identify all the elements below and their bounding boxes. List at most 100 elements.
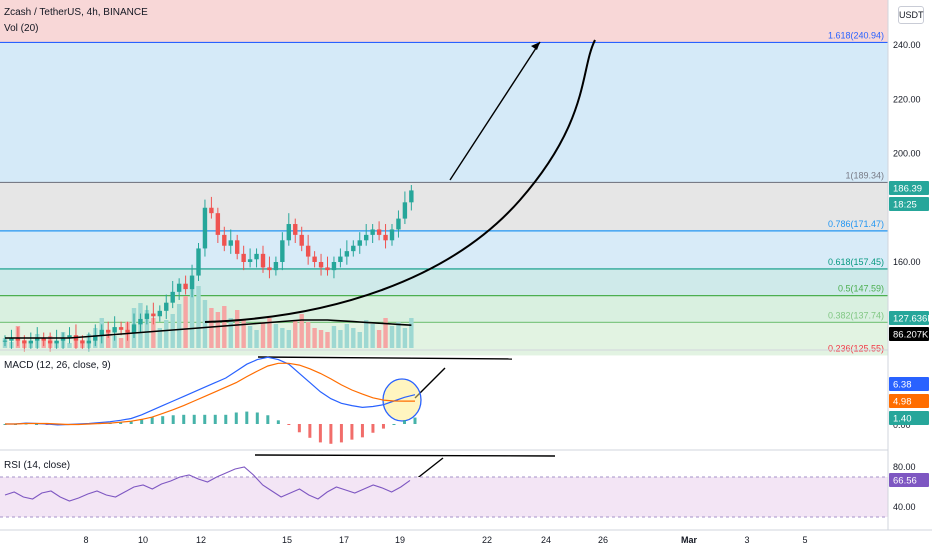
candle-body bbox=[106, 329, 111, 333]
fib-level-label: 0.236(125.55) bbox=[828, 343, 884, 353]
candle-body bbox=[28, 340, 33, 344]
countdown-tag-text: 18:25 bbox=[893, 200, 917, 211]
candle-body bbox=[93, 335, 98, 341]
candle-body bbox=[293, 224, 298, 235]
volume-bar bbox=[228, 318, 233, 348]
candle-body bbox=[305, 245, 311, 257]
time-tick: 12 bbox=[196, 535, 206, 545]
price-tick: 220.00 bbox=[893, 94, 921, 104]
candle-body bbox=[164, 302, 169, 311]
candle-body bbox=[54, 340, 59, 344]
candle-body bbox=[112, 327, 117, 333]
time-tick: 19 bbox=[395, 535, 405, 545]
candle-body bbox=[157, 310, 162, 317]
rsi-tick: 40.00 bbox=[893, 502, 916, 512]
macd-histogram-bar bbox=[171, 415, 175, 424]
candle-body bbox=[228, 240, 233, 246]
rsi-legend[interactable]: RSI (14, close) bbox=[4, 460, 71, 471]
candle-body bbox=[267, 267, 272, 271]
candle-body bbox=[118, 327, 124, 330]
rsi-tag bbox=[889, 473, 929, 487]
candle-body bbox=[67, 335, 72, 338]
volume-bar bbox=[409, 318, 414, 348]
candle-body bbox=[215, 213, 221, 235]
fib-level-label: 1(189.34) bbox=[845, 170, 884, 180]
fib-level-label: 0.786(171.47) bbox=[828, 219, 884, 229]
candle-body bbox=[409, 190, 414, 203]
volume-bar bbox=[157, 328, 162, 348]
candle-body bbox=[357, 240, 362, 246]
rsi-pane bbox=[0, 449, 932, 518]
candle-body bbox=[260, 253, 266, 268]
macd-histogram-bar bbox=[192, 414, 196, 424]
rsi-resistance-line bbox=[254, 454, 556, 457]
volume-bar bbox=[247, 326, 253, 348]
macd-histogram-bar bbox=[381, 424, 385, 429]
zone-fib bbox=[0, 268, 888, 296]
candle-body bbox=[15, 337, 21, 341]
macd-histogram-bar bbox=[129, 421, 133, 424]
macd-histogram-bar bbox=[297, 424, 301, 433]
signal-tag-text: 4.98 bbox=[893, 397, 912, 408]
volume-bar bbox=[202, 300, 208, 348]
volume-legend[interactable]: Vol (20) bbox=[4, 23, 39, 34]
candle-body bbox=[60, 337, 66, 341]
candle-body bbox=[176, 283, 182, 292]
volume-bar bbox=[209, 308, 214, 348]
volume-bar bbox=[267, 318, 272, 348]
candle-body bbox=[35, 337, 40, 341]
macd-histogram-bar bbox=[308, 424, 312, 438]
macd-histogram-bar bbox=[203, 414, 207, 424]
volume-bar bbox=[396, 322, 401, 348]
macd-legend[interactable]: MACD (12, 26, close, 9) bbox=[4, 360, 111, 371]
volume-bar bbox=[344, 324, 350, 348]
target-arrow bbox=[449, 41, 541, 181]
volume-bar bbox=[376, 330, 382, 348]
arrow-head bbox=[531, 42, 540, 50]
volume-bar bbox=[338, 330, 343, 348]
macd-tag bbox=[889, 377, 929, 391]
time-tick: 15 bbox=[282, 535, 292, 545]
candle-body bbox=[222, 234, 227, 246]
symbol-title[interactable]: Zcash / TetherUS, 4h, BINANCE bbox=[4, 7, 148, 18]
macd-histogram-bar bbox=[140, 419, 144, 424]
rsi-arrow bbox=[414, 457, 444, 481]
currency-button[interactable]: USDT bbox=[898, 6, 924, 24]
volume-bar bbox=[318, 330, 324, 348]
zone-fib bbox=[0, 182, 888, 231]
rsi-tick: 80.00 bbox=[893, 462, 916, 472]
macd-histogram-bar bbox=[213, 414, 217, 424]
volume-bar bbox=[112, 336, 117, 348]
user-drawings[interactable] bbox=[204, 39, 596, 481]
volume-bar bbox=[151, 318, 156, 348]
macd-histogram-bar bbox=[360, 424, 364, 438]
volume-bar bbox=[241, 320, 246, 348]
macd-histogram-bar bbox=[35, 424, 39, 425]
countdown-tag bbox=[889, 197, 929, 211]
macd-histogram-bar bbox=[150, 417, 154, 424]
macd-histogram-bar bbox=[234, 412, 238, 424]
candle-body bbox=[138, 318, 143, 325]
candle-body bbox=[241, 253, 246, 262]
volume-ma-line bbox=[5, 319, 412, 339]
zone-target bbox=[0, 0, 888, 43]
candle-body bbox=[376, 229, 382, 235]
macd-histogram-bar bbox=[318, 424, 322, 443]
fib-labels: 1.618(240.94) 1(189.34) 0.786(171.47) 0.618… bbox=[828, 30, 884, 353]
candle-body bbox=[396, 218, 401, 230]
time-axis[interactable]: 8 10 12 15 17 19 22 24 26 Mar 3 5 bbox=[0, 529, 932, 545]
value-tags: 186.39 18:25 127.636K 86.207K 6.38 4.98 1.40 66… bbox=[889, 181, 932, 487]
time-tick: Mar bbox=[681, 535, 698, 545]
volume-bar bbox=[383, 318, 388, 348]
volume-bar bbox=[357, 332, 362, 348]
candle-body bbox=[247, 259, 253, 262]
candle-body bbox=[202, 207, 208, 249]
candle-body bbox=[331, 262, 337, 271]
macd-histogram-bar bbox=[371, 424, 375, 433]
time-tick: 3 bbox=[744, 535, 749, 545]
fib-level-label: 0.5(147.59) bbox=[838, 284, 884, 294]
time-tick: 5 bbox=[802, 535, 807, 545]
candle-body bbox=[170, 291, 175, 303]
